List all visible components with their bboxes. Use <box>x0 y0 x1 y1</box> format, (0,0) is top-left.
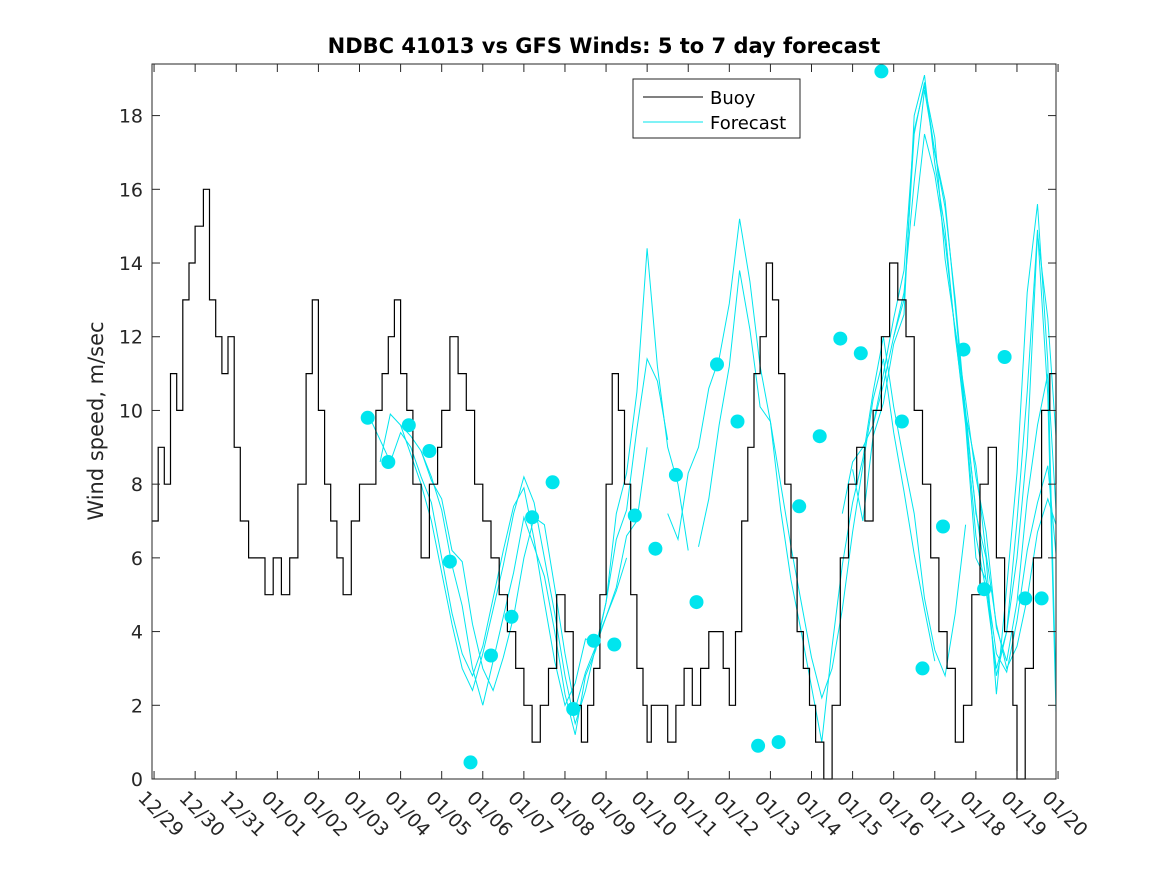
plot-frame <box>151 63 1057 780</box>
forecast-marker <box>1018 591 1033 606</box>
forecast-trace-12 <box>954 204 1057 695</box>
y-tick-label: 14 <box>119 253 143 275</box>
forecast-trace-5 <box>667 218 936 700</box>
forecast-marker <box>915 661 930 676</box>
forecast-trace-6 <box>698 270 967 743</box>
forecast-marker <box>853 346 868 361</box>
forecast-marker <box>422 444 437 458</box>
legend: Buoy Forecast <box>632 78 801 139</box>
forecast-marker <box>648 541 663 556</box>
forecast-markers <box>360 64 1049 770</box>
forecast-marker <box>607 637 622 652</box>
forecast-trace-3 <box>400 357 669 735</box>
forecast-marker <box>1034 591 1049 606</box>
y-tick-label: 16 <box>119 179 143 201</box>
legend-buoy-label: Buoy <box>710 88 756 109</box>
forecast-marker <box>545 475 560 490</box>
y-tick-label: 8 <box>131 474 143 496</box>
y-tick-label: 6 <box>131 548 143 570</box>
forecast-trace-9 <box>872 85 1057 662</box>
forecast-marker <box>751 738 766 753</box>
forecast-trace-11 <box>913 133 1057 713</box>
y-tick-label: 10 <box>119 400 143 422</box>
forecast-marker <box>710 357 724 372</box>
forecast-marker <box>566 702 581 716</box>
forecast-marker <box>360 410 375 425</box>
forecast-marker <box>463 755 478 770</box>
chart-title: NDBC 41013 vs GFS Winds: 5 to 7 day fore… <box>328 34 881 58</box>
forecast-marker <box>586 633 601 648</box>
forecast-marker <box>977 582 992 597</box>
y-axis: 0 2 4 6 8 10 12 14 16 18 <box>119 106 1056 791</box>
forecast-marker <box>689 595 704 610</box>
y-tick-label: 18 <box>119 106 143 128</box>
forecast-marker <box>894 414 909 429</box>
forecast-marker <box>936 519 950 534</box>
y-tick-label: 12 <box>119 327 143 349</box>
y-tick-label: 2 <box>131 695 143 717</box>
forecast-marker <box>668 467 683 482</box>
forecast-marker <box>997 350 1012 364</box>
forecast-marker <box>771 735 786 750</box>
forecast-marker <box>792 499 807 514</box>
y-tick-label: 0 <box>131 769 143 791</box>
y-axis-label: Wind speed, m/sec <box>84 321 108 520</box>
forecast-marker <box>812 429 827 444</box>
y-tick-label: 4 <box>131 622 143 644</box>
forecast-marker <box>956 342 971 357</box>
plot-lines <box>152 74 1057 780</box>
forecast-marker <box>525 510 540 525</box>
forecast-marker <box>442 554 457 569</box>
forecast-marker <box>874 64 889 79</box>
buoy-line <box>152 188 1057 780</box>
forecast-marker <box>504 609 519 624</box>
forecast-marker <box>484 648 498 663</box>
forecast-marker <box>401 418 416 433</box>
forecast-marker <box>627 508 642 523</box>
forecast-trace-2 <box>379 413 648 726</box>
forecast-trace-10 <box>893 89 1057 669</box>
forecast-marker <box>730 414 745 429</box>
legend-forecast-label: Forecast <box>710 113 786 134</box>
forecast-marker <box>381 455 396 469</box>
forecast-trace-4 <box>420 248 689 710</box>
forecast-marker <box>833 331 848 346</box>
legend-box <box>632 78 801 139</box>
